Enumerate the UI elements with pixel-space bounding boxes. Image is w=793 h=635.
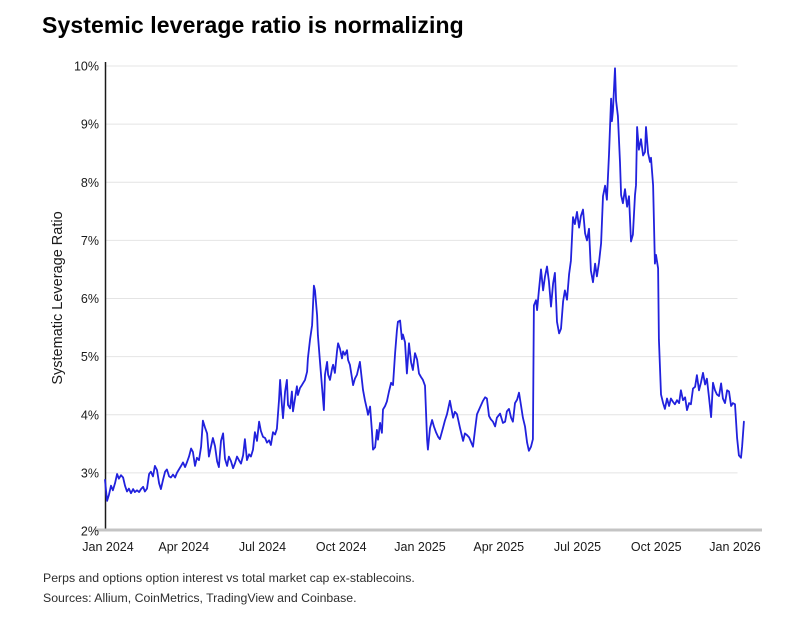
footnote-description: Perps and options option interest vs tot… [43,571,415,585]
y-tick-label: 9% [81,118,99,132]
y-tick-label: 8% [81,176,99,190]
x-tick-label: Apr 2025 [473,540,524,554]
x-tick-label: Apr 2024 [158,540,209,554]
leverage-ratio-line [104,67,745,502]
y-tick-label: 5% [81,350,99,364]
x-tick-label: Jul 2024 [239,540,286,554]
footnote-sources: Sources: Allium, CoinMetrics, TradingVie… [43,591,357,605]
x-tick-label: Jan 2024 [82,540,133,554]
y-tick-label: 10% [74,60,99,74]
x-tick-label: Jan 2025 [394,540,445,554]
x-tick-label: Jul 2025 [554,540,601,554]
x-tick-label: Oct 2025 [631,540,682,554]
x-tick-label: Jan 2026 [709,540,760,554]
y-tick-label: 2% [81,525,99,539]
y-tick-label: 3% [81,466,99,480]
chart-title: Systemic leverage ratio is normalizing [42,12,464,38]
y-tick-label: 4% [81,408,99,422]
y-tick-label: 6% [81,292,99,306]
y-tick-label: 7% [81,234,99,248]
x-tick-label: Oct 2024 [316,540,367,554]
